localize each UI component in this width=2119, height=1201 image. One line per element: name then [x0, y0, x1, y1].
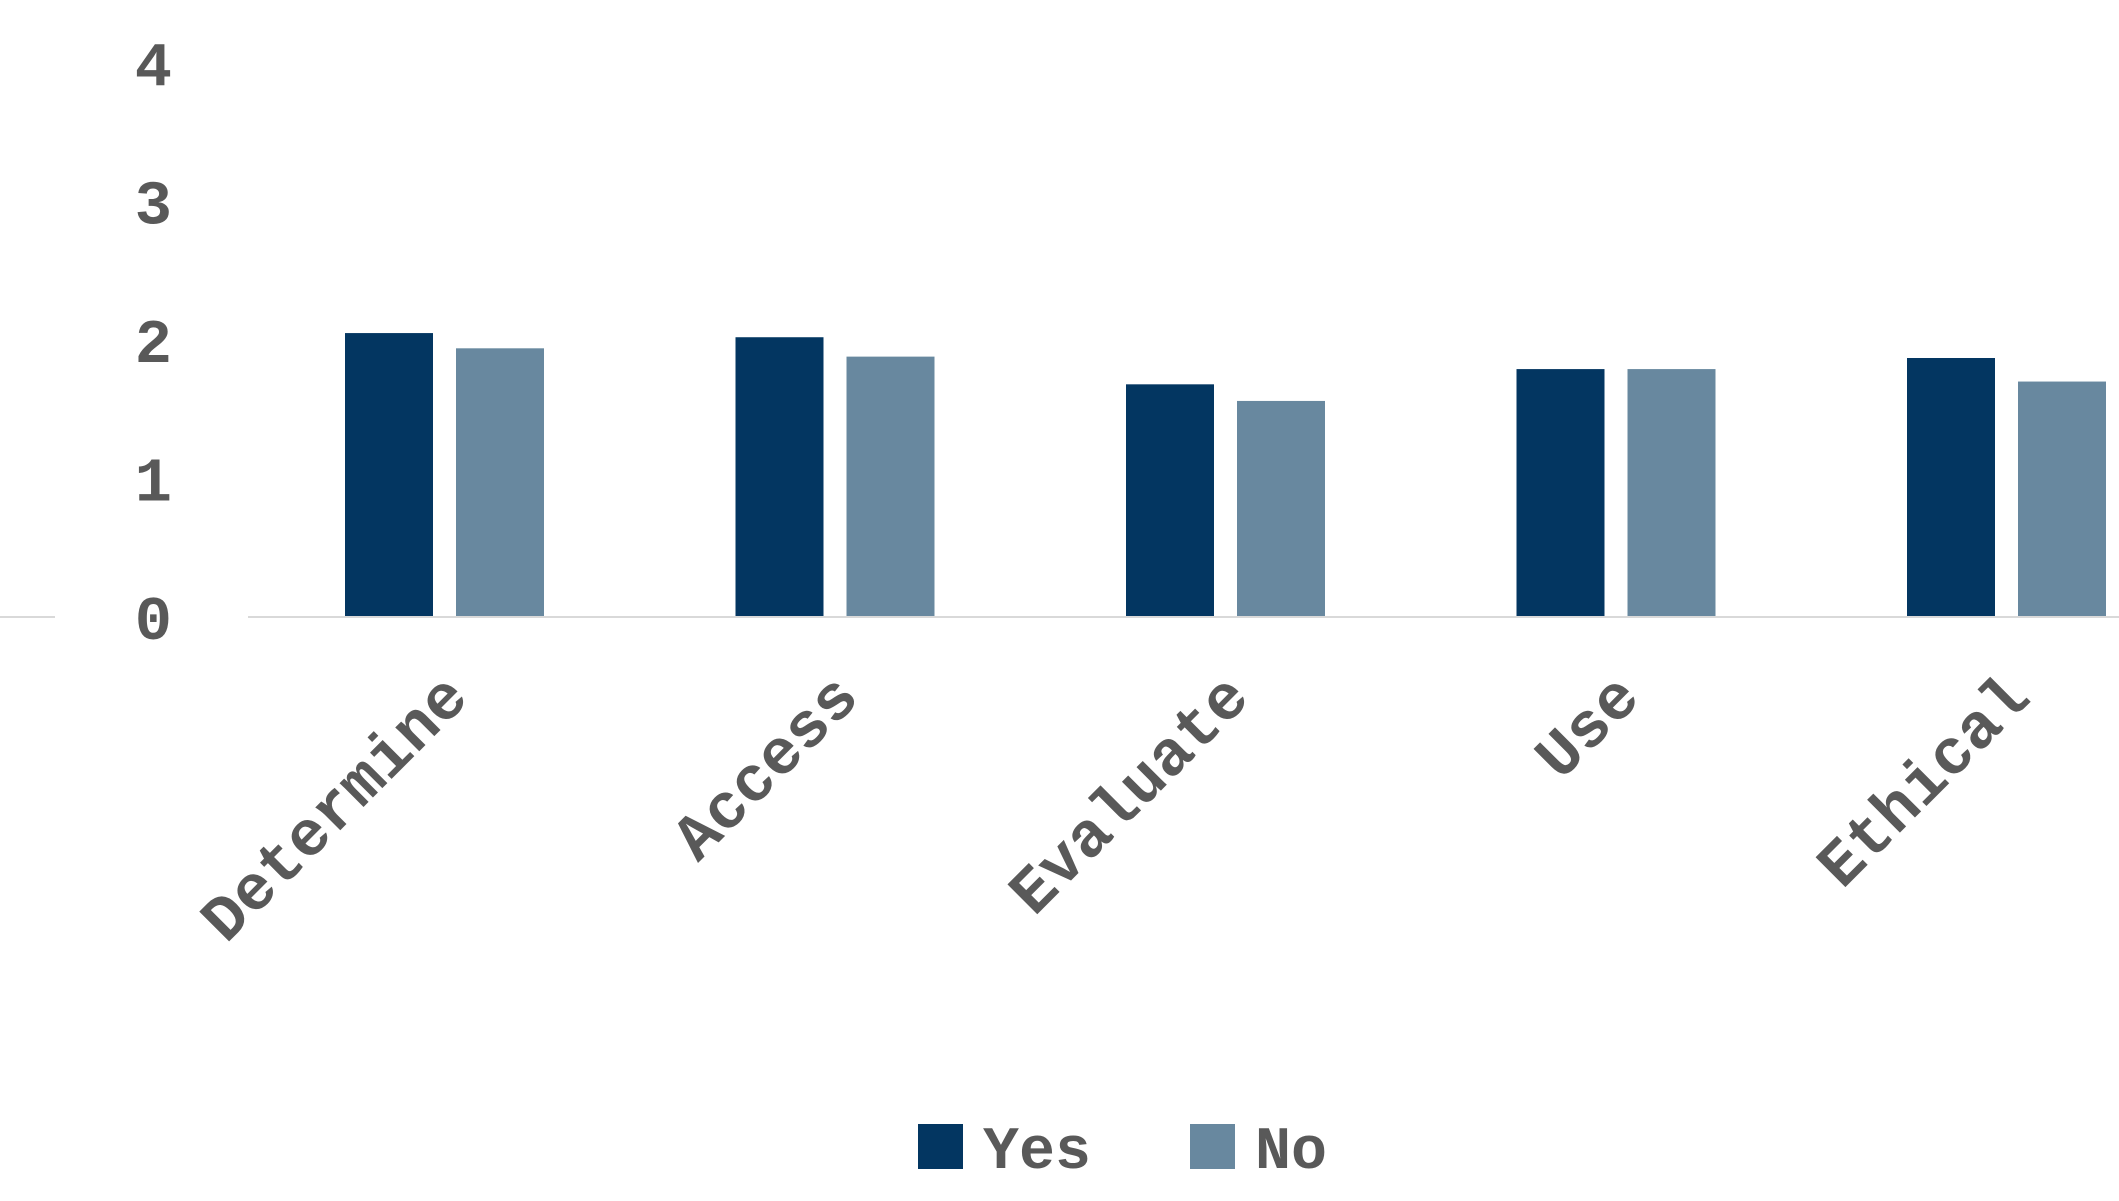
bar-yes-determine [345, 333, 433, 617]
bar-no-ethical [2018, 381, 2106, 617]
y-tick-label: 4 [135, 33, 172, 104]
bar-yes-access [735, 337, 824, 617]
bars [345, 333, 2106, 617]
y-axis: 0 1 2 3 4 [135, 33, 172, 658]
y-tick-label: 0 [135, 587, 172, 658]
bar-no-use [1627, 369, 1716, 617]
legend-label-yes: Yes [983, 1119, 1091, 1187]
bar-no-access [846, 356, 935, 617]
y-tick-label: 1 [135, 449, 172, 520]
bar-no-determine [456, 348, 544, 617]
x-axis: Determine Access Evaluate Use Ethical [0, 616, 2119, 959]
x-tick-label: Determine [189, 663, 484, 958]
legend-swatch-yes [918, 1124, 963, 1169]
x-tick-label: Evaluate [997, 663, 1265, 931]
bar-yes-use [1516, 369, 1605, 617]
x-tick-label: Ethical [1806, 663, 2047, 904]
y-tick-label: 2 [135, 310, 172, 381]
y-tick-label: 3 [135, 172, 172, 243]
legend: Yes No [918, 1119, 1327, 1187]
bar-yes-evaluate [1126, 384, 1214, 617]
bar-yes-ethical [1907, 358, 1995, 617]
bar-no-evaluate [1237, 400, 1325, 617]
legend-label-no: No [1255, 1119, 1327, 1187]
x-tick-label: Access [661, 663, 875, 877]
legend-swatch-no [1190, 1124, 1235, 1169]
x-tick-label: Use [1524, 663, 1656, 795]
